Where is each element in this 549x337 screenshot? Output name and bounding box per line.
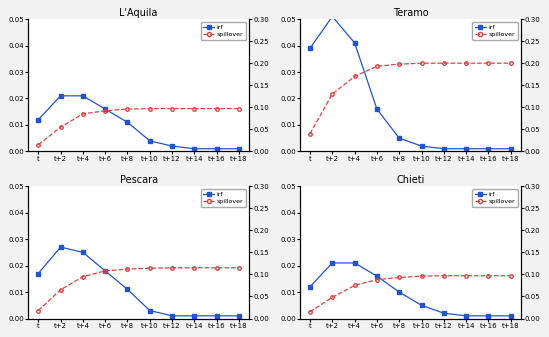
Legend: irf, spillover: irf, spillover (472, 189, 518, 207)
Title: L'Aquila: L'Aquila (120, 8, 158, 18)
Legend: irf, spillover: irf, spillover (472, 22, 518, 40)
Legend: irf, spillover: irf, spillover (200, 189, 246, 207)
Title: Teramo: Teramo (393, 8, 428, 18)
Legend: irf, spillover: irf, spillover (200, 22, 246, 40)
Title: Chieti: Chieti (396, 176, 424, 185)
Title: Pescara: Pescara (120, 176, 158, 185)
